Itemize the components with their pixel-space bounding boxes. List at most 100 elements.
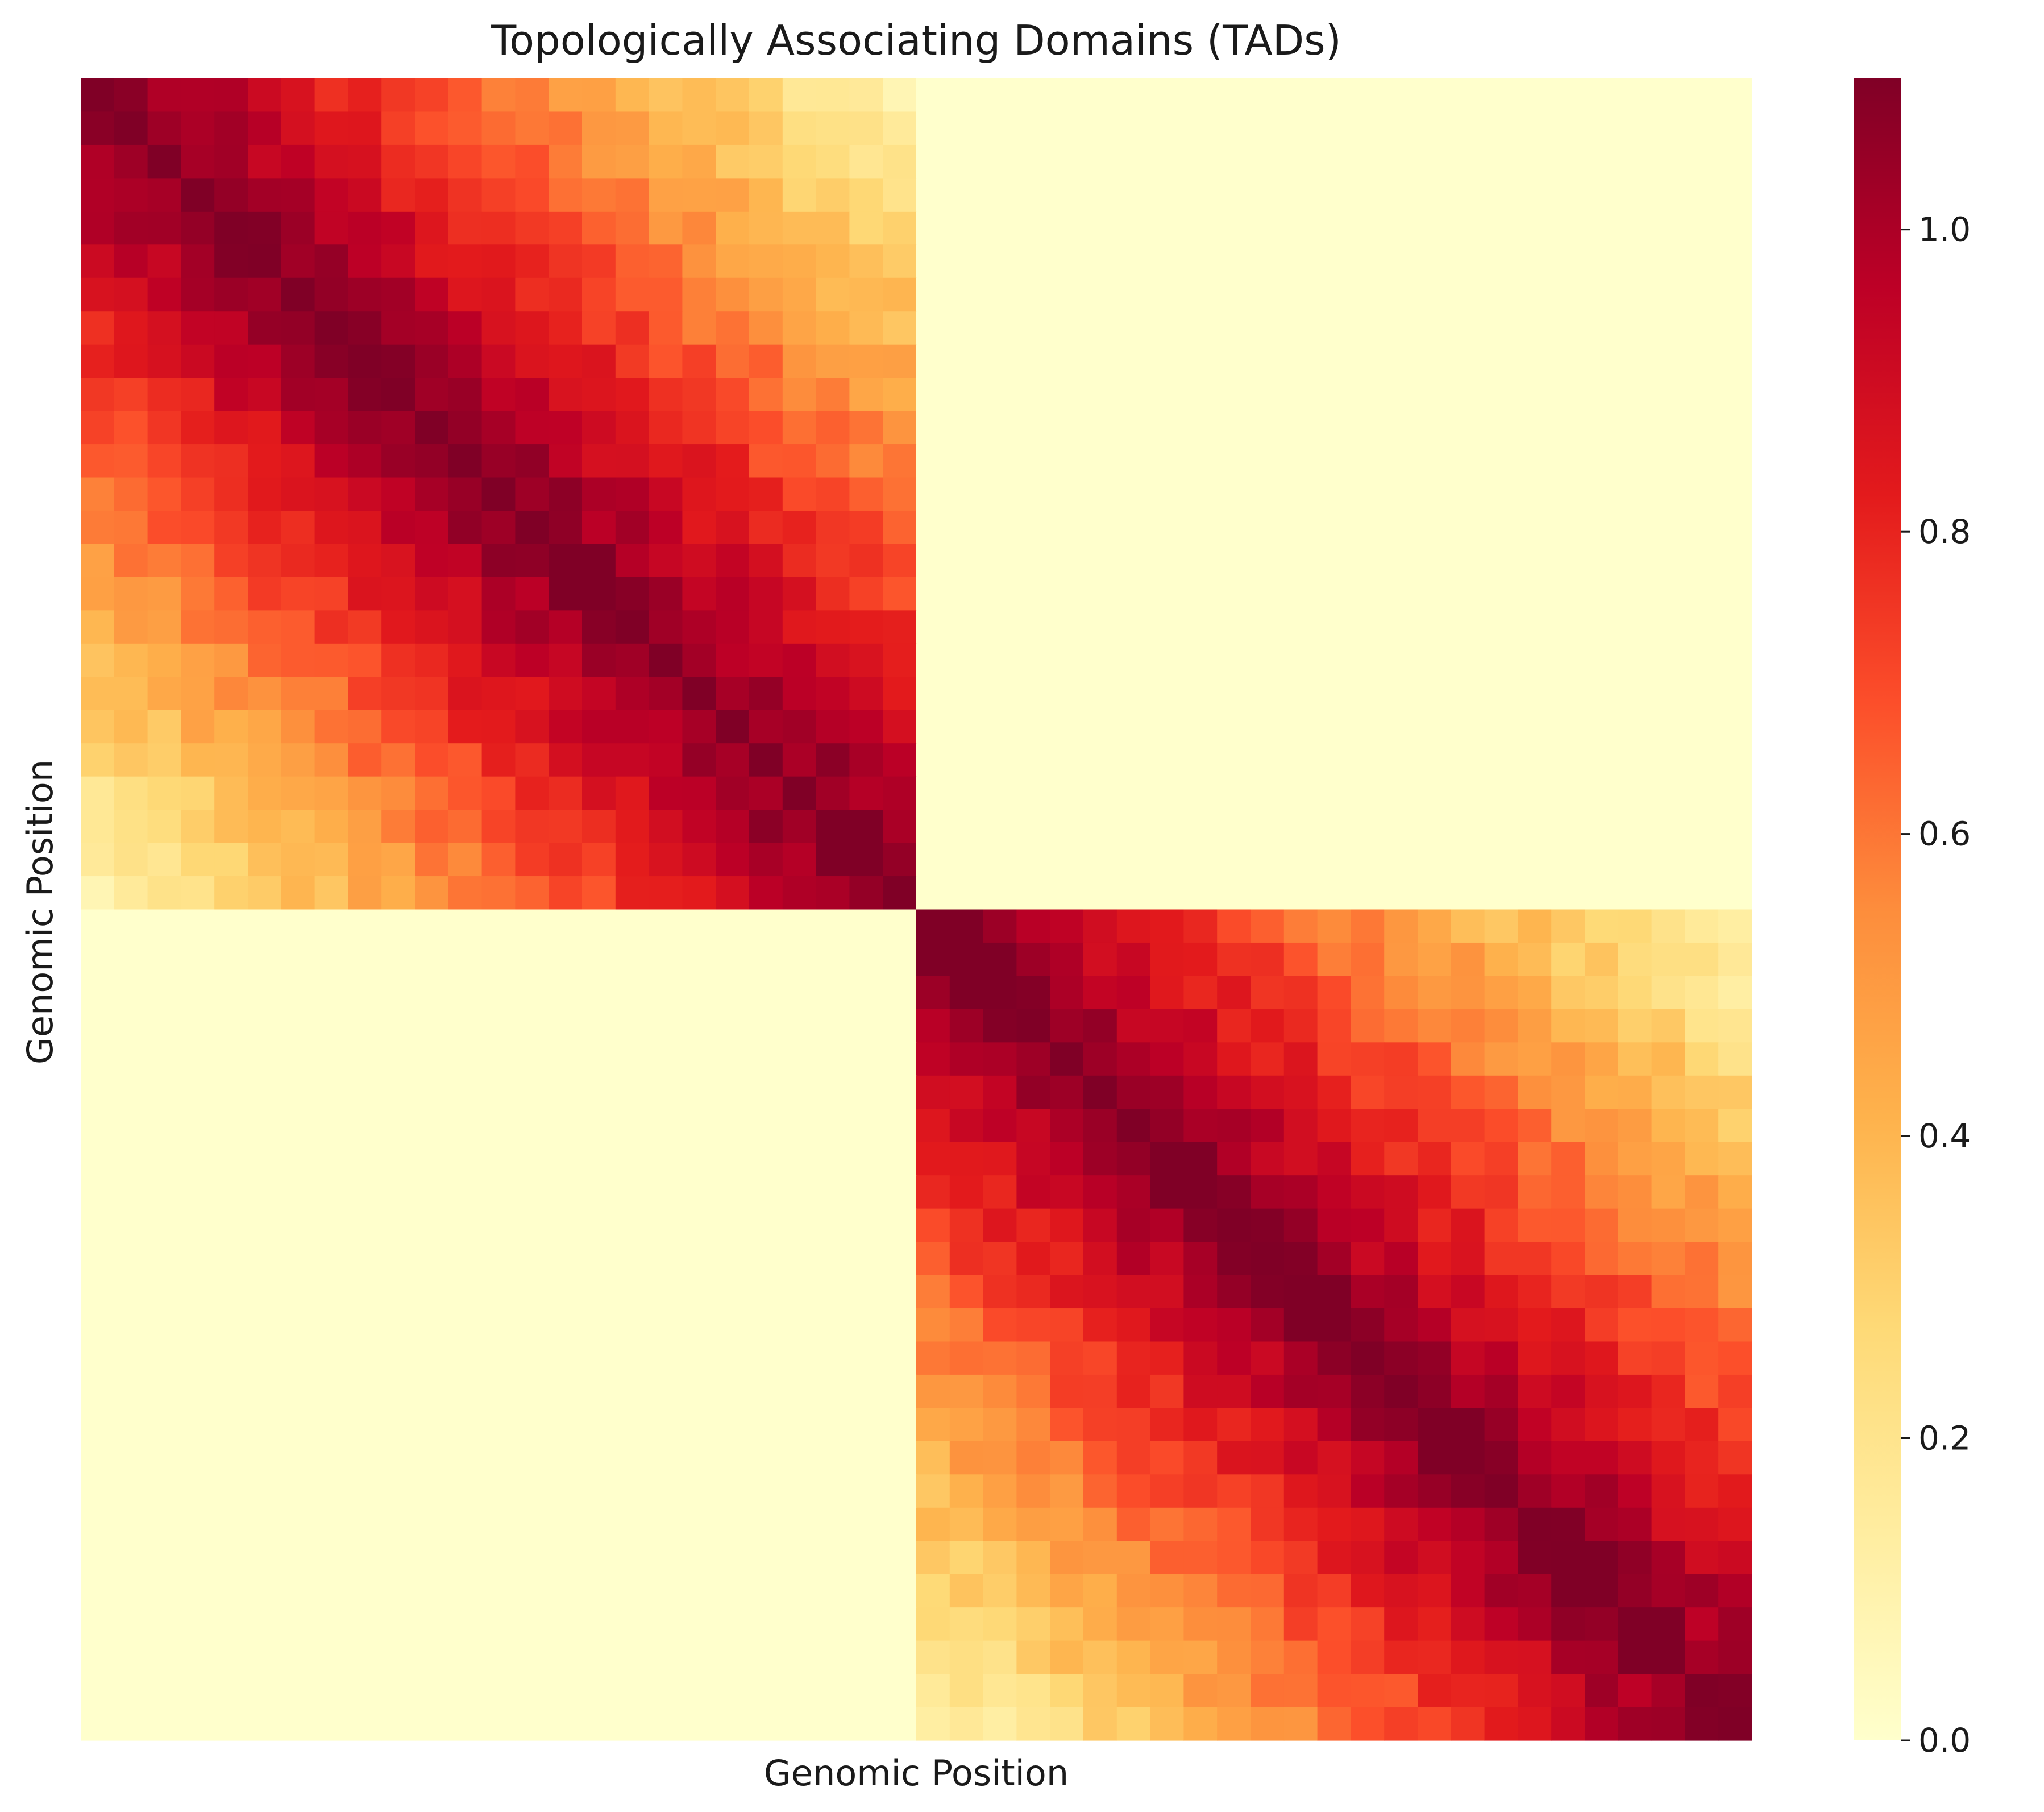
heatmap-cell — [481, 1275, 516, 1309]
heatmap-cell — [248, 1707, 282, 1741]
heatmap-cell — [1618, 643, 1652, 677]
heatmap-cell — [1618, 610, 1652, 644]
heatmap-cell — [415, 477, 449, 511]
heatmap-cell — [1217, 1408, 1251, 1442]
heatmap-cell — [649, 1474, 683, 1508]
heatmap-cell — [214, 1541, 248, 1575]
heatmap-cell — [649, 1009, 683, 1043]
heatmap-cell — [1618, 1640, 1652, 1674]
heatmap-cell — [1251, 344, 1285, 378]
heatmap-cell — [1685, 677, 1719, 711]
heatmap-cell — [348, 544, 382, 578]
heatmap-cell — [1651, 244, 1685, 279]
heatmap-cell — [749, 1341, 783, 1375]
heatmap-cell — [281, 211, 315, 245]
heatmap-cell — [615, 111, 650, 146]
heatmap-cell — [816, 444, 850, 478]
heatmap-cell — [916, 1109, 950, 1143]
heatmap-cell — [1317, 78, 1351, 113]
heatmap-cell — [782, 78, 817, 113]
heatmap-cell — [782, 942, 817, 977]
heatmap-cell — [181, 378, 215, 412]
heatmap-cell — [1116, 78, 1151, 113]
heatmap-cell — [883, 1109, 917, 1143]
heatmap-cell — [582, 1275, 616, 1309]
heatmap-cell — [1418, 1441, 1452, 1475]
heatmap-cell — [983, 277, 1017, 312]
heatmap-cell — [1685, 1507, 1719, 1541]
heatmap-cell — [916, 1142, 950, 1176]
heatmap-cell — [1451, 444, 1485, 478]
heatmap-cell — [1718, 1574, 1752, 1608]
heatmap-cell — [849, 1009, 883, 1043]
heatmap-cell — [1116, 1607, 1151, 1641]
heatmap-cell — [348, 411, 382, 445]
heatmap-cell — [448, 1142, 483, 1176]
heatmap-cell — [281, 378, 315, 412]
heatmap-cell — [1016, 144, 1050, 179]
heatmap-cell — [582, 710, 616, 744]
heatmap-cell — [983, 1374, 1017, 1408]
heatmap-cell — [181, 776, 215, 810]
heatmap-cell — [1484, 78, 1518, 113]
heatmap-cell — [1083, 444, 1117, 478]
heatmap-cell — [1451, 1042, 1485, 1076]
heatmap-cell — [181, 344, 215, 378]
heatmap-cell — [816, 1441, 850, 1475]
heatmap-cell — [916, 544, 950, 578]
heatmap-cell — [1016, 444, 1050, 478]
heatmap-cell — [1317, 244, 1351, 279]
heatmap-cell — [348, 810, 382, 844]
heatmap-cell — [348, 1441, 382, 1475]
heatmap-cell — [214, 1707, 248, 1741]
heatmap-cell — [81, 211, 115, 245]
heatmap-cell — [448, 244, 483, 279]
heatmap-cell — [114, 277, 148, 312]
heatmap-cell — [883, 178, 917, 212]
heatmap-cell — [716, 577, 750, 611]
heatmap-cell — [983, 111, 1017, 146]
heatmap-cell — [1183, 876, 1218, 910]
heatmap-cell — [615, 810, 650, 844]
heatmap-cell — [214, 544, 248, 578]
heatmap-cell — [1685, 378, 1719, 412]
heatmap-cell — [1016, 1341, 1050, 1375]
heatmap-cell — [916, 1441, 950, 1475]
heatmap-cell — [1451, 1308, 1485, 1342]
heatmap-cell — [682, 1541, 716, 1575]
heatmap-cell — [248, 1408, 282, 1442]
heatmap-cell — [381, 78, 416, 113]
heatmap-cell — [281, 643, 315, 677]
heatmap-cell — [649, 244, 683, 279]
heatmap-cell — [1585, 577, 1619, 611]
heatmap-cell — [582, 1341, 616, 1375]
heatmap-cell — [1718, 1674, 1752, 1708]
heatmap-cell — [1718, 178, 1752, 212]
heatmap-cell — [582, 211, 616, 245]
heatmap-cell — [1484, 1308, 1518, 1342]
heatmap-cell — [883, 1607, 917, 1641]
heatmap-cell — [682, 1640, 716, 1674]
heatmap-cell — [782, 1507, 817, 1541]
heatmap-cell — [1651, 1308, 1685, 1342]
heatmap-cell — [916, 477, 950, 511]
heatmap-cell — [181, 876, 215, 910]
heatmap-cell — [816, 1640, 850, 1674]
heatmap-cell — [1551, 1308, 1585, 1342]
heatmap-cell — [1585, 643, 1619, 677]
heatmap-cell — [81, 1674, 115, 1708]
heatmap-cell — [949, 1541, 984, 1575]
heatmap-cell — [1351, 1674, 1385, 1708]
heatmap-cell — [448, 1109, 483, 1143]
heatmap-cell — [983, 1308, 1017, 1342]
heatmap-cell — [682, 1242, 716, 1276]
heatmap-cell — [1651, 1408, 1685, 1442]
heatmap-cell — [1150, 1607, 1184, 1641]
heatmap-cell — [1116, 876, 1151, 910]
heatmap-cell — [749, 411, 783, 445]
heatmap-cell — [1585, 1374, 1619, 1408]
heatmap-cell — [81, 1175, 115, 1209]
heatmap-cell — [849, 810, 883, 844]
heatmap-cell — [481, 1574, 516, 1608]
heatmap-cell — [1451, 610, 1485, 644]
